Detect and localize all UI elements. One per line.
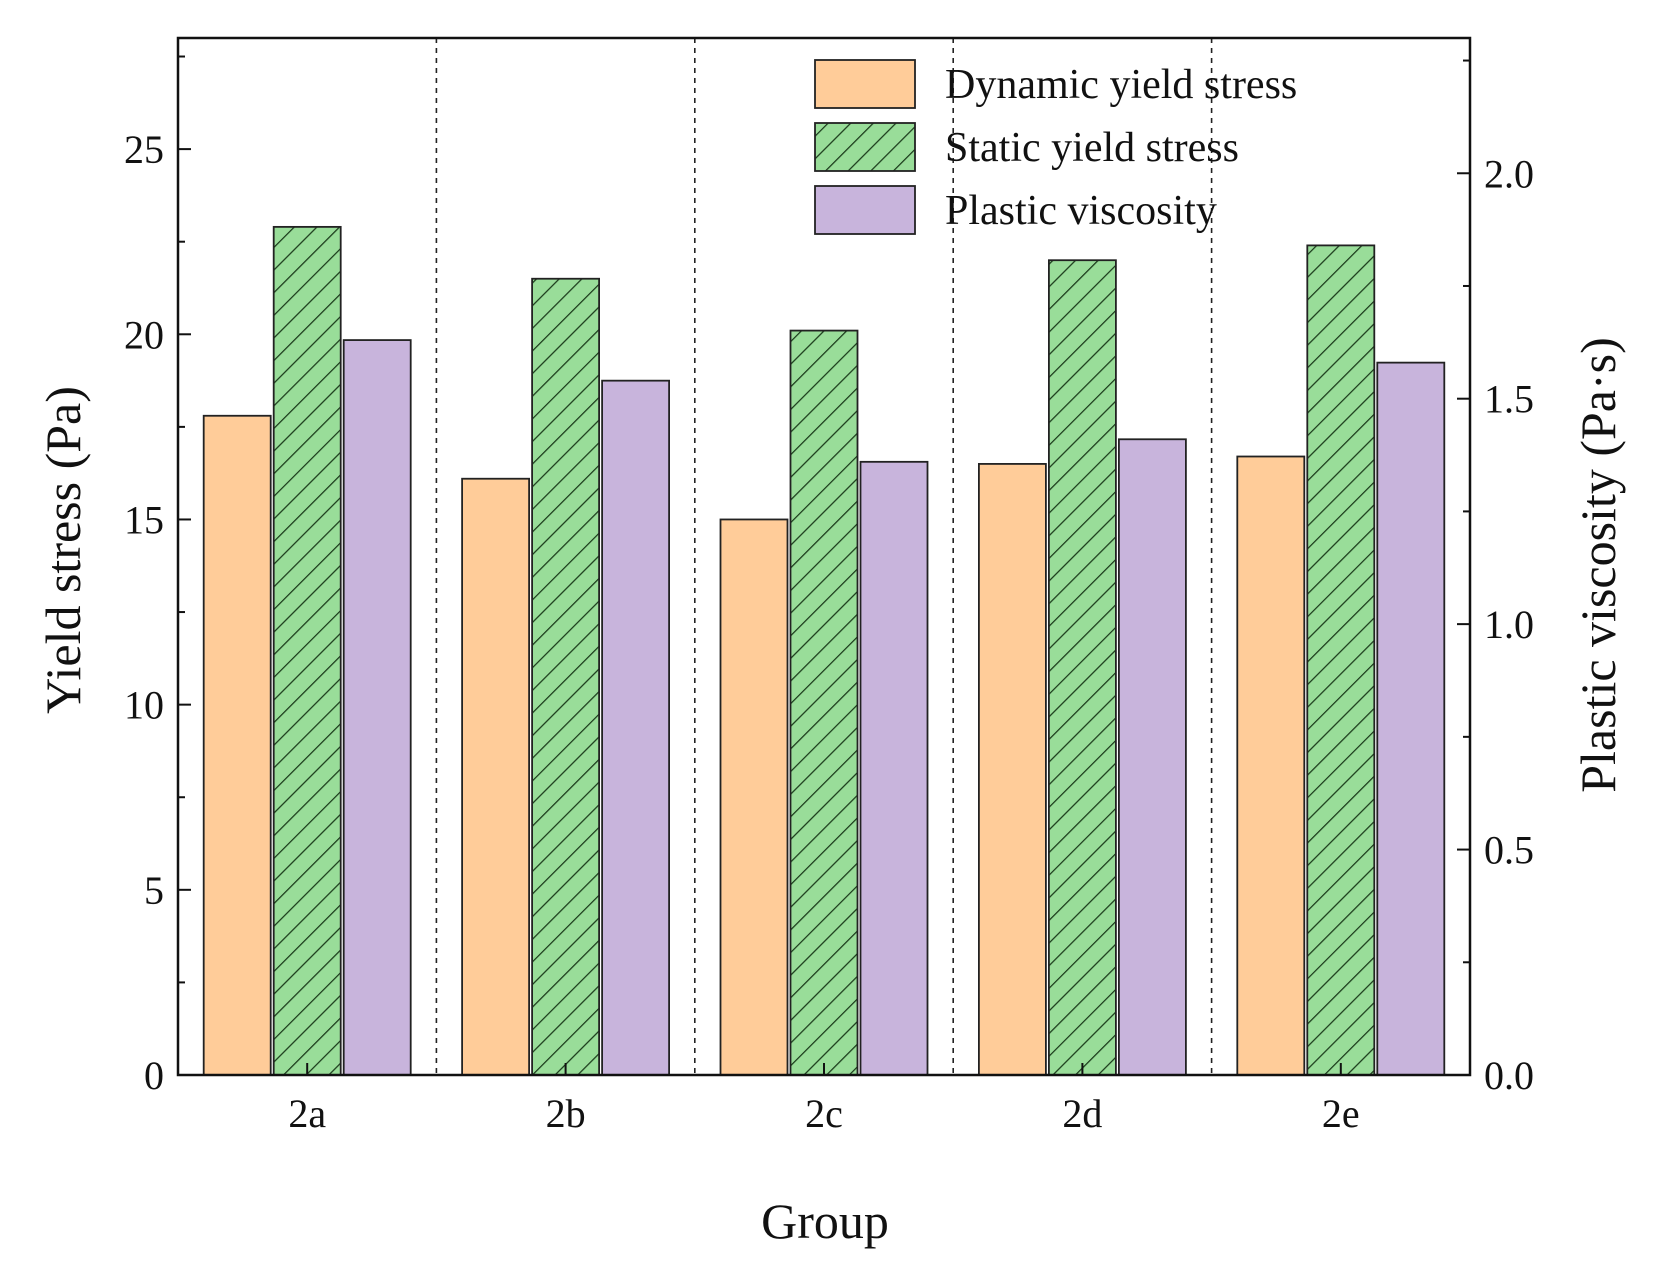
right-tick-label: 2.0 [1484, 151, 1534, 196]
legend: Dynamic yield stress Static yield stress P… [814, 59, 1297, 235]
legend-swatch [814, 185, 916, 235]
legend-swatch [814, 59, 916, 109]
legend-label: Dynamic yield stress [945, 62, 1297, 108]
x-axis-ticks: 2a 2b 2c 2d 2e [288, 1063, 1360, 1136]
left-tick-label: 25 [124, 127, 164, 172]
right-tick-label: 0.0 [1484, 1053, 1534, 1098]
left-axis-title: Yield stress (Pa) [35, 386, 91, 714]
bar-2b-plastic-viscosity [601, 379, 670, 1076]
left-tick-label: 0 [144, 1053, 164, 1098]
x-tick-label: 2a [288, 1091, 326, 1136]
bar-2b-static-yield-stress [531, 277, 600, 1076]
bar-2c-static-yield-stress [789, 329, 859, 1076]
bar-2d-dynamic-yield-stress [978, 463, 1047, 1076]
left-tick-label: 20 [124, 312, 164, 357]
legend-label: Plastic viscosity [945, 188, 1217, 234]
bar-2b-dynamic-yield-stress [461, 477, 531, 1076]
bar-2e-plastic-viscosity [1376, 361, 1446, 1076]
bar-2e-static-yield-stress [1306, 244, 1376, 1076]
group-separators [435, 38, 1213, 1075]
right-tick-label: 1.0 [1484, 602, 1534, 647]
left-tick-label: 10 [124, 683, 164, 728]
left-tick-label: 15 [124, 497, 164, 542]
bar-2d-plastic-viscosity [1118, 438, 1187, 1076]
x-tick-label: 2d [1062, 1091, 1102, 1136]
right-axis-title: Plastic viscosity (Pa·s) [1570, 337, 1626, 793]
bar-2e-dynamic-yield-stress [1236, 455, 1306, 1076]
bar-2d-static-yield-stress [1048, 259, 1117, 1076]
right-tick-label: 0.5 [1484, 828, 1534, 873]
right-tick-label: 1.5 [1484, 377, 1534, 422]
x-axis-title: Group [761, 1193, 889, 1249]
x-tick-label: 2c [805, 1091, 843, 1136]
legend-swatch [814, 122, 916, 172]
bar-2a-plastic-viscosity [342, 339, 412, 1076]
bars [202, 225, 1446, 1076]
bar-2a-static-yield-stress [272, 225, 342, 1076]
left-axis-ticks: 0 5 10 15 20 25 [124, 55, 191, 1098]
bar-2a-dynamic-yield-stress [202, 414, 272, 1076]
right-axis-ticks: 0.0 0.5 1.0 1.5 2.0 [1457, 59, 1534, 1098]
bar-2c-plastic-viscosity [859, 460, 929, 1076]
left-tick-label: 5 [144, 868, 164, 913]
bar-2c-dynamic-yield-stress [719, 518, 789, 1076]
x-tick-label: 2b [546, 1091, 586, 1136]
legend-label: Static yield stress [945, 125, 1239, 171]
x-tick-label: 2e [1322, 1091, 1360, 1136]
